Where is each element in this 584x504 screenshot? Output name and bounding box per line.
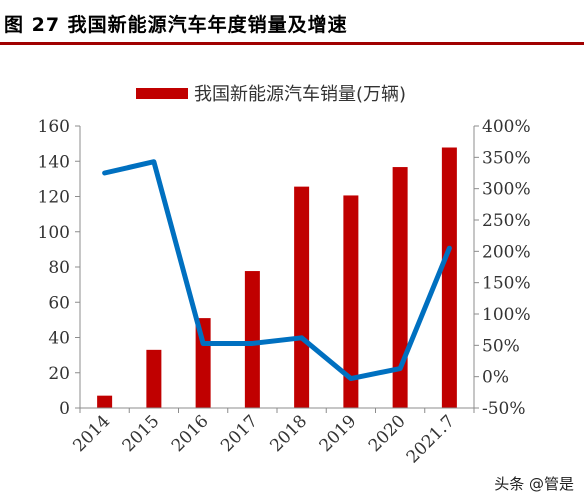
legend: 我国新能源汽车销量(万辆) [136, 84, 406, 105]
x-tick-label: 2015 [119, 411, 164, 456]
x-tick-label: 2016 [168, 411, 213, 456]
figure-title: 图 27 我国新能源汽车年度销量及增速 [4, 14, 348, 36]
bar-2015 [146, 349, 162, 408]
legend-swatch-bar [136, 88, 188, 99]
right-tick-label: 100% [482, 305, 531, 325]
right-tick-label: 300% [482, 180, 531, 200]
bar-2018 [294, 186, 310, 408]
right-tick-label: 200% [482, 242, 531, 262]
x-tick-label: 2019 [316, 411, 361, 456]
left-tick-label: 20 [48, 364, 70, 384]
bar-2014 [97, 395, 113, 408]
bar-2019 [343, 195, 359, 408]
bar-2017 [244, 271, 260, 408]
left-tick-label: 120 [38, 188, 70, 208]
title-rule [0, 42, 584, 45]
right-tick-label: 250% [482, 211, 531, 231]
left-tick-label: 140 [38, 152, 70, 172]
left-tick-label: 40 [48, 329, 70, 349]
right-tick-label: 350% [482, 148, 531, 168]
right-tick-label: 50% [482, 336, 520, 356]
x-tick-label: 2018 [266, 411, 311, 456]
left-tick-label: 60 [48, 293, 70, 313]
right-tick-label: 400% [482, 117, 531, 137]
left-tick-label: 80 [48, 258, 70, 278]
bar-2020 [392, 167, 408, 408]
left-tick-label: 100 [38, 223, 70, 243]
line-series [102, 159, 452, 382]
bar-2016 [195, 318, 211, 408]
bar-2021.7 [441, 147, 457, 408]
x-tick-label: 2021.7 [403, 411, 459, 467]
legend-label-bar: 我国新能源汽车销量(万辆) [194, 84, 406, 105]
right-tick-label: -50% [482, 399, 526, 419]
watermark: 头条 @管是 [494, 475, 574, 493]
bar-series [97, 147, 457, 408]
right-tick-label: 150% [482, 274, 531, 294]
left-tick-label: 160 [38, 117, 70, 137]
right-tick-label: 0% [482, 368, 509, 388]
x-tick-label: 2017 [217, 411, 262, 456]
x-tick-label: 2020 [365, 411, 410, 456]
left-tick-label: 0 [59, 399, 70, 419]
growth-line [102, 159, 452, 382]
x-tick-label: 2014 [69, 411, 114, 456]
